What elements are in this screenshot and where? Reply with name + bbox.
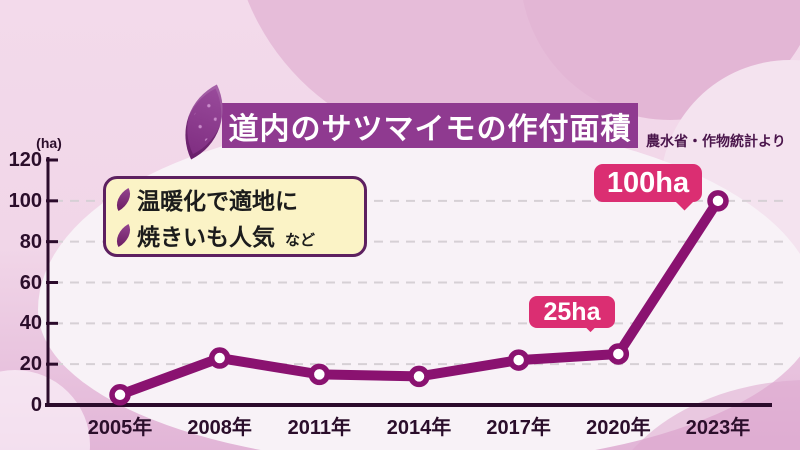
sweet-potato-bullet-icon (110, 187, 137, 212)
data-point (109, 384, 131, 406)
page-title: 道内のサツマイモの作付面積 (228, 112, 632, 146)
note-line: 温暖化で適地に (110, 182, 354, 216)
data-point (308, 363, 331, 386)
data-point (208, 347, 231, 369)
callout-100ha: 100ha (594, 164, 702, 202)
y-tick-label: 100 (8, 189, 42, 212)
x-tick-label: 2023年 (685, 417, 751, 439)
note-box: 温暖化で適地に 焼きいも人気 など (103, 176, 367, 257)
data-point (507, 349, 530, 371)
y-tick-label: 120 (8, 149, 42, 171)
callout-label: 25ha (543, 297, 601, 326)
note-suffix: など (285, 231, 316, 249)
data-point (607, 343, 630, 365)
x-tick-label: 2017年 (486, 417, 551, 439)
callout-label: 100ha (606, 166, 690, 199)
data-point (408, 365, 430, 388)
title-banner: 道内のサツマイモの作付面積 (222, 103, 638, 148)
data-point (707, 190, 729, 212)
y-axis-unit-label: (ha) (36, 135, 62, 151)
data-source-label: 農水省・作物統計より (646, 133, 786, 149)
note-text: 温暖化で適地に (137, 187, 298, 214)
y-tick-label: 80 (19, 230, 42, 253)
y-tick-label: 0 (30, 394, 42, 416)
y-tick-label: 20 (19, 353, 42, 376)
y-tick-label: 60 (19, 271, 42, 294)
y-tick-label: 40 (19, 312, 42, 335)
x-tick-label: 2020年 (586, 417, 651, 439)
x-tick-label: 2014年 (386, 417, 452, 439)
x-tick-label: 2008年 (187, 417, 252, 439)
note-line: 焼きいも人気 など (110, 218, 354, 252)
callout-25ha: 25ha (529, 296, 615, 328)
x-tick-label: 2005年 (87, 417, 153, 439)
x-tick-label: 2011年 (287, 417, 352, 439)
note-text: 焼きいも人気 (137, 223, 275, 250)
sweet-potato-bullet-icon (110, 223, 137, 248)
